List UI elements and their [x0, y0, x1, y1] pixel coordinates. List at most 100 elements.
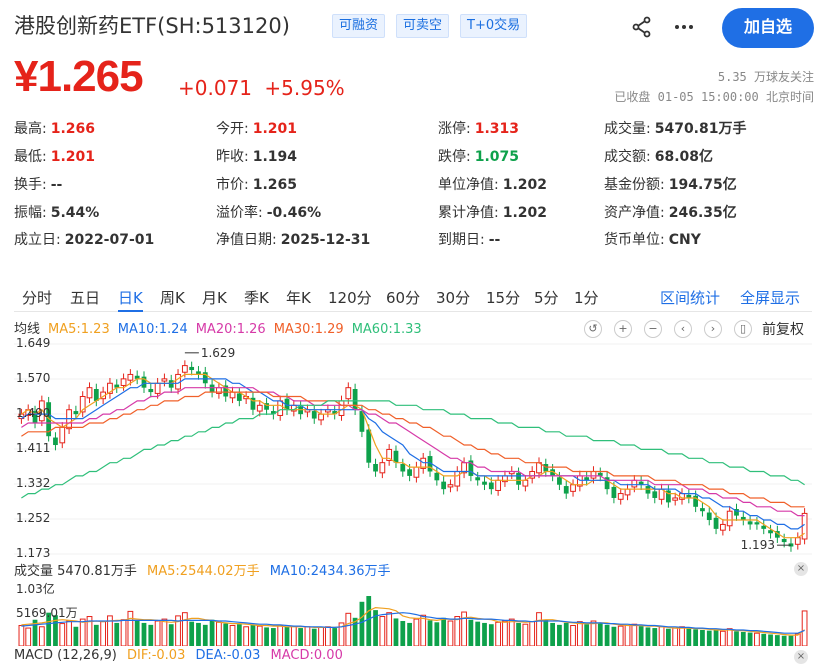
tag-margin[interactable]: 可融资	[332, 14, 386, 38]
tab-5[interactable]: 季K	[244, 289, 269, 307]
volume-tick-mid: 5169.01万	[16, 606, 78, 620]
tab-7[interactable]: 120分	[328, 289, 372, 307]
candle-body	[345, 387, 352, 400]
stat-label: 成交量:	[604, 121, 651, 137]
tag-t0[interactable]: T+0交易	[460, 14, 528, 38]
volume-bar	[271, 628, 276, 646]
candle-body	[311, 411, 317, 419]
candle-body	[482, 481, 487, 485]
stat-item: 资产净值: 246.35亿	[604, 202, 737, 222]
reset-icon[interactable]: ↺	[584, 320, 602, 338]
stat-label: 最高:	[14, 121, 47, 137]
tag-short[interactable]: 可卖空	[396, 14, 450, 38]
candle-body	[141, 376, 147, 388]
stat-label: 成交额:	[604, 149, 651, 165]
fullscreen-button[interactable]: 全屏显示	[740, 289, 801, 307]
share-icon[interactable]	[630, 15, 654, 39]
volume-bar	[304, 626, 311, 646]
stat-label: 累计净值:	[438, 205, 499, 221]
pan-left-icon[interactable]: ‹	[674, 320, 692, 338]
stat-item: 成立日: 2022-07-01	[14, 229, 154, 249]
kline-chart[interactable]: 1.629 1.193	[14, 338, 812, 560]
candle-body	[86, 387, 93, 399]
candle-body	[734, 509, 739, 516]
adjust-mode[interactable]: 前复权	[762, 322, 804, 338]
candle-body	[209, 384, 215, 393]
stat-value: --	[50, 177, 63, 193]
zoom-out-icon[interactable]: −	[644, 320, 662, 338]
tab-9[interactable]: 30分	[436, 289, 471, 307]
candle-body	[584, 477, 590, 481]
candle-body	[706, 512, 712, 521]
candle-body	[127, 373, 134, 381]
volume-tick-max: 1.03亿	[16, 582, 55, 596]
volume-bar	[352, 617, 358, 646]
candle-body	[298, 406, 304, 415]
candle-body	[761, 525, 767, 529]
tab-3[interactable]: 周K	[160, 289, 185, 307]
price-tick: 1.411	[16, 441, 51, 455]
add-watchlist-button[interactable]: 加自选	[722, 8, 814, 48]
volume-bar	[324, 626, 331, 646]
ma-label: 均线	[14, 322, 41, 337]
stat-item: 市价: 1.265	[216, 174, 297, 194]
ma-item: MA20:1.26	[195, 322, 266, 337]
volume-bar	[488, 624, 494, 646]
stat-value: 1.075	[474, 149, 520, 165]
tab-0[interactable]: 分时	[22, 289, 53, 307]
pan-right-icon[interactable]: ›	[704, 320, 722, 338]
tab-12[interactable]: 1分	[574, 289, 599, 307]
candle-body	[107, 382, 113, 394]
candle-body	[754, 522, 760, 525]
volume-chart[interactable]	[14, 580, 812, 646]
tab-4[interactable]: 月K	[202, 289, 227, 307]
volume-bar	[427, 620, 433, 646]
candle-style-icon[interactable]: ▯	[734, 320, 752, 338]
volume-bar	[447, 620, 454, 646]
volume-bar	[66, 620, 72, 646]
volume-bar	[495, 621, 502, 646]
volume-bar	[53, 615, 58, 646]
volume-bar	[277, 624, 284, 646]
macd-legend: MACD (12,26,9) DIF:-0.03 DEA:-0.03 MACD:…	[14, 648, 343, 663]
stat-label: 到期日:	[438, 232, 485, 248]
candle-body	[196, 371, 201, 375]
volume-ma10-line	[21, 612, 805, 634]
page-title: 港股创新药ETF(SH:513120)	[14, 14, 290, 38]
stat-item: 成交额: 68.08亿	[604, 146, 713, 166]
candle-body	[488, 482, 494, 490]
volume-bar	[127, 610, 134, 646]
volume-bar	[617, 625, 624, 646]
candle-body	[66, 409, 72, 430]
volume-bar	[284, 626, 290, 646]
volume-bar	[454, 616, 461, 646]
tab-10[interactable]: 15分	[486, 289, 521, 307]
volume-bar	[46, 612, 52, 646]
tab-8[interactable]: 60分	[386, 289, 421, 307]
zoom-in-icon[interactable]: +	[614, 320, 632, 338]
candle-body	[229, 391, 236, 399]
tab-1[interactable]: 五日	[70, 289, 101, 307]
range-stats-button[interactable]: 区间统计	[660, 289, 721, 307]
volume-bar	[441, 617, 447, 646]
volume-bar	[638, 626, 644, 646]
tab-2[interactable]: 日K	[118, 287, 143, 312]
tab-11[interactable]: 5分	[534, 289, 559, 307]
candle-body	[719, 523, 726, 531]
volume-bar	[508, 618, 515, 646]
stat-item: 成交量: 5470.81万手	[604, 118, 746, 138]
volume-bar	[434, 622, 440, 646]
volume-bar	[148, 624, 154, 646]
volume-bar	[719, 630, 726, 646]
candle-body	[652, 491, 658, 498]
tab-6[interactable]: 年K	[286, 289, 311, 307]
stat-item: 累计净值: 1.202	[438, 202, 547, 222]
volume-bar	[407, 622, 412, 646]
volume-bar	[652, 628, 658, 646]
ma10-line	[21, 378, 805, 530]
candle-body	[373, 464, 378, 472]
more-icon[interactable]	[672, 15, 696, 39]
stat-label: 成立日:	[14, 232, 61, 248]
close-volume-icon[interactable]: ×	[794, 562, 808, 576]
close-macd-icon[interactable]: ×	[794, 650, 808, 664]
